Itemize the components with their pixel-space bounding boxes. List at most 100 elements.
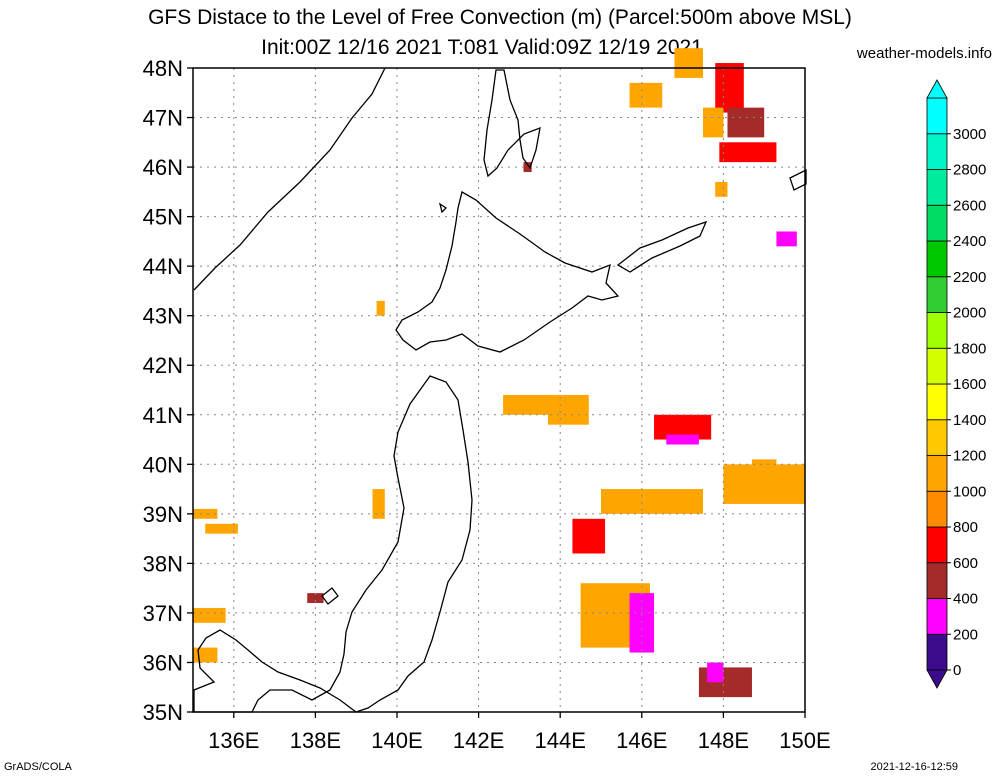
lat-label: 38N [143, 551, 183, 576]
colorbar-swatch [926, 419, 948, 456]
lfc-region-5 [629, 82, 663, 108]
lat-label: 43N [143, 304, 183, 329]
lat-label: 40N [143, 452, 183, 477]
lon-label: 136E [208, 728, 259, 753]
lfc-region-0 [674, 48, 703, 78]
lfc-region-26 [376, 300, 385, 316]
lfc-region-8 [776, 231, 797, 247]
colorbar-swatch [926, 133, 948, 170]
lfc-region-1 [715, 63, 744, 113]
hokkaido-coast [395, 191, 620, 353]
colorbar-swatch [926, 276, 948, 313]
lat-label: 37N [143, 601, 183, 626]
lon-label: 142E [453, 728, 504, 753]
lon-label: 138E [290, 728, 341, 753]
colorbar-swatch [926, 455, 948, 492]
colorbar-low-arrow [926, 669, 948, 689]
lon-label: 144E [535, 728, 586, 753]
honshu-coast [193, 375, 473, 713]
lfc-region-4 [719, 142, 777, 163]
lat-label: 47N [143, 106, 183, 131]
lfc-region-2 [727, 107, 765, 138]
colorbar-label: 1800 [953, 340, 986, 357]
colorbar-swatch [926, 526, 948, 564]
colorbar-swatch [926, 169, 948, 206]
colorbar-swatch [926, 347, 948, 385]
lon-label: 146E [616, 728, 667, 753]
colorbar-swatch [926, 598, 948, 635]
lon-label: 148E [698, 728, 749, 753]
colorbar-swatch [926, 312, 948, 349]
asia-mainland-coast [193, 67, 386, 291]
grads-credit: GrADS/COLA [4, 761, 72, 773]
grid-lines [193, 68, 805, 712]
colorbar-label: 1200 [953, 448, 986, 465]
sakhalin-coast [483, 69, 541, 178]
lfc-region-22 [205, 523, 238, 534]
lfc-region-9 [503, 394, 561, 415]
lat-label: 44N [143, 254, 183, 279]
lfc-region-20 [751, 459, 777, 480]
lon-label: 140E [371, 728, 422, 753]
coastline [193, 67, 807, 713]
colorbar-label: 2400 [953, 233, 986, 250]
colorbar-swatch [926, 204, 948, 242]
lat-label: 46N [143, 155, 183, 180]
lfc-region-27 [372, 489, 385, 519]
colorbar-label: 600 [953, 555, 978, 572]
lfc-region-19 [707, 662, 724, 683]
colorbar-label: 800 [953, 519, 978, 536]
colorbar-label: 2600 [953, 197, 986, 214]
colorbar-swatch [926, 97, 948, 135]
colorbar: 0 200 400 600 800 1000 1200 1400 1600 1800 2000 220… [926, 79, 986, 689]
map-title: GFS Distace to the Level of Free Convect… [148, 6, 852, 29]
map-frame [192, 67, 806, 713]
colorbar-label: 2200 [953, 269, 986, 286]
lfc-region-6 [715, 181, 728, 197]
colorbar-label: 2800 [953, 162, 986, 179]
sado-island-coast [321, 587, 339, 605]
lfc-region-21 [193, 508, 218, 519]
lfc-region-14 [601, 489, 703, 514]
colorbar-label: 3000 [953, 126, 986, 143]
kamchatka-fragment-coast [789, 168, 807, 191]
colorbar-label: 1000 [953, 483, 986, 500]
colorbar-swatch [926, 490, 948, 528]
colorbar-label: 1600 [953, 376, 986, 393]
generated-timestamp: 2021-12-16-12:59 [870, 761, 958, 773]
lfc-fill-layer [193, 48, 805, 698]
lfc-region-24 [193, 647, 218, 663]
colorbar-swatch [926, 633, 948, 671]
colorbar-swatch [926, 240, 948, 278]
lfc-region-15 [572, 518, 606, 554]
lfc-region-10 [547, 394, 589, 425]
site-credit: weather-models.info [856, 45, 992, 62]
lat-label: 41N [143, 403, 183, 428]
lfc-region-23 [193, 607, 226, 623]
lat-label: 45N [143, 205, 183, 230]
colorbar-label: 0 [953, 662, 961, 679]
lat-label: 48N [143, 56, 183, 81]
colorbar-label: 400 [953, 591, 978, 608]
lat-label: 39N [143, 502, 183, 527]
map-subtitle: Init:00Z 12/16 2021 T:081 Valid:09Z 12/1… [261, 36, 703, 59]
lfc-region-25 [307, 593, 324, 604]
colorbar-label: 1400 [953, 412, 986, 429]
colorbar-high-arrow [926, 79, 948, 99]
lat-label: 42N [143, 353, 183, 378]
lfc-region-3 [703, 107, 724, 138]
colorbar-label: 2000 [953, 305, 986, 322]
lat-label: 35N [143, 700, 183, 725]
lfc-region-12 [666, 434, 699, 445]
longitude-labels: 136E 138E 140E 142E 144E 146E 148E 150E [208, 712, 831, 753]
kuril-island-coast [616, 220, 708, 273]
rishiri-island-coast [438, 202, 448, 214]
colorbar-swatch [926, 383, 948, 421]
lfc-region-7 [523, 162, 532, 173]
lfc-region-18 [698, 667, 752, 698]
colorbar-swatch [926, 562, 948, 599]
lat-label: 36N [143, 650, 183, 675]
lon-label: 150E [779, 728, 830, 753]
